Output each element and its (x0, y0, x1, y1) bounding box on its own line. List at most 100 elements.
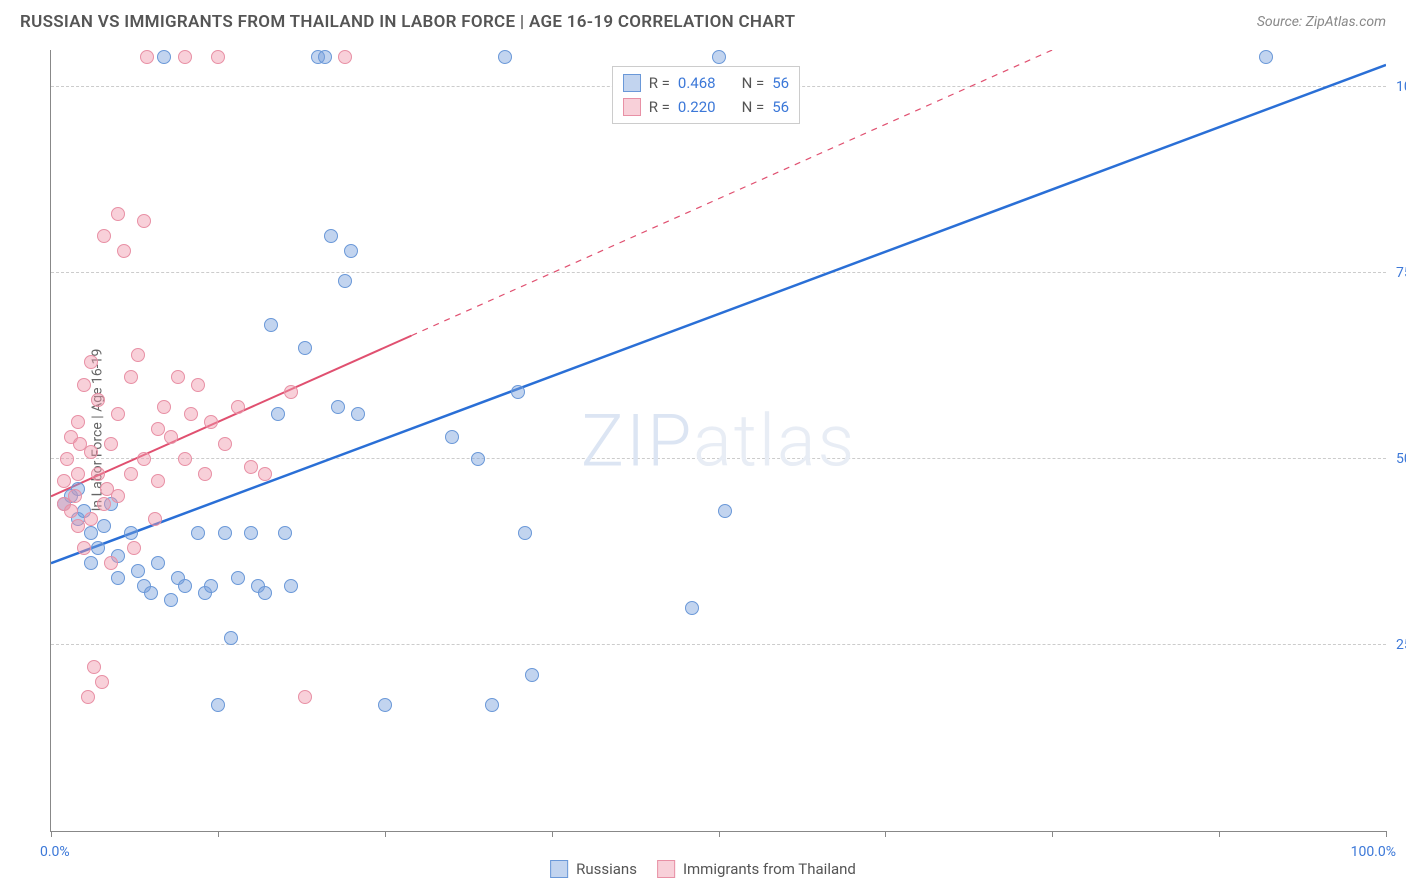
legend-swatch (623, 74, 641, 92)
chart-container: RUSSIAN VS IMMIGRANTS FROM THAILAND IN L… (0, 0, 1406, 892)
scatter-point (1259, 50, 1273, 64)
scatter-point (231, 571, 245, 585)
x-tick (719, 831, 720, 837)
scatter-point (157, 50, 171, 64)
scatter-point (84, 512, 98, 526)
scatter-point (264, 318, 278, 332)
scatter-point (498, 50, 512, 64)
scatter-point (97, 229, 111, 243)
scatter-point (137, 214, 151, 228)
legend-r-label: R = (649, 95, 670, 119)
scatter-point (84, 556, 98, 570)
scatter-point (284, 385, 298, 399)
scatter-point (718, 504, 732, 518)
scatter-point (178, 579, 192, 593)
chart-title: RUSSIAN VS IMMIGRANTS FROM THAILAND IN L… (20, 12, 795, 32)
y-tick-label: 75.0% (1396, 265, 1406, 281)
scatter-point (344, 244, 358, 258)
legend-swatch (623, 98, 641, 116)
x-tick (552, 831, 553, 837)
scatter-point (71, 519, 85, 533)
legend-label: Immigrants from Thailand (683, 860, 856, 878)
trend-lines (51, 50, 1386, 831)
scatter-point (378, 698, 392, 712)
legend-correlation: R =0.468N =56R =0.220N =56 (612, 66, 800, 124)
scatter-point (84, 355, 98, 369)
scatter-point (148, 512, 162, 526)
scatter-point (298, 690, 312, 704)
scatter-point (157, 400, 171, 414)
scatter-point (331, 400, 345, 414)
legend-swatch (550, 860, 568, 878)
scatter-point (244, 526, 258, 540)
scatter-point (144, 586, 158, 600)
scatter-point (224, 631, 238, 645)
legend-row: R =0.468N =56 (623, 71, 789, 95)
scatter-point (198, 467, 212, 481)
x-axis-max-label: 100.0% (1351, 844, 1396, 860)
legend-n-label: N = (742, 95, 765, 119)
scatter-point (124, 467, 138, 481)
scatter-point (164, 430, 178, 444)
scatter-point (191, 526, 205, 540)
scatter-point (338, 50, 352, 64)
legend-label: Russians (576, 860, 637, 878)
legend-item: Russians (550, 860, 637, 878)
scatter-point (104, 556, 118, 570)
scatter-point (685, 601, 699, 615)
chart-header: RUSSIAN VS IMMIGRANTS FROM THAILAND IN L… (0, 0, 1406, 40)
scatter-point (211, 698, 225, 712)
scatter-point (231, 400, 245, 414)
legend-n-label: N = (742, 71, 765, 95)
scatter-point (124, 526, 138, 540)
x-tick (1386, 831, 1387, 837)
scatter-point (244, 460, 258, 474)
scatter-point (204, 415, 218, 429)
scatter-point (77, 541, 91, 555)
legend-bottom: Russians Immigrants from Thailand (550, 860, 856, 878)
scatter-point (178, 452, 192, 466)
x-tick (885, 831, 886, 837)
scatter-point (324, 229, 338, 243)
scatter-point (127, 541, 141, 555)
x-tick (385, 831, 386, 837)
scatter-point (518, 526, 532, 540)
plot-area: ZIPatlas 25.0%50.0%75.0%100.0%R =0.468N … (50, 50, 1386, 832)
scatter-point (117, 244, 131, 258)
legend-swatch (657, 860, 675, 878)
scatter-point (77, 378, 91, 392)
scatter-point (151, 474, 165, 488)
scatter-point (111, 571, 125, 585)
scatter-point (100, 482, 114, 496)
scatter-point (68, 489, 82, 503)
gridline (51, 272, 1386, 273)
y-tick-label: 100.0% (1396, 79, 1406, 95)
scatter-point (271, 407, 285, 421)
scatter-point (60, 452, 74, 466)
scatter-point (164, 593, 178, 607)
scatter-point (258, 586, 272, 600)
scatter-point (97, 497, 111, 511)
scatter-point (284, 579, 298, 593)
scatter-point (184, 407, 198, 421)
x-tick (51, 831, 52, 837)
scatter-point (171, 370, 185, 384)
scatter-point (218, 437, 232, 451)
scatter-point (95, 675, 109, 689)
legend-n-value: 56 (772, 95, 789, 119)
scatter-point (111, 407, 125, 421)
y-tick-label: 50.0% (1396, 451, 1406, 467)
x-axis-min-label: 0.0% (40, 844, 70, 860)
scatter-point (104, 437, 118, 451)
gridline (51, 644, 1386, 645)
scatter-point (84, 445, 98, 459)
scatter-point (151, 422, 165, 436)
x-tick (1219, 831, 1220, 837)
scatter-point (87, 660, 101, 674)
scatter-point (84, 526, 98, 540)
scatter-point (64, 504, 78, 518)
scatter-point (278, 526, 292, 540)
scatter-point (191, 378, 205, 392)
scatter-point (57, 474, 71, 488)
x-tick (1052, 831, 1053, 837)
